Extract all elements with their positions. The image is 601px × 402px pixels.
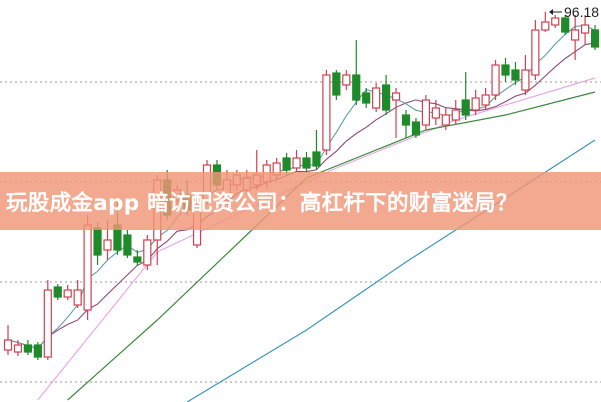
candle-up: [551, 17, 560, 26]
candle-up: [73, 289, 82, 306]
candle-up: [13, 344, 23, 353]
candle-up: [451, 109, 460, 121]
title-banner: 玩股成金app 暗访配资公司：高杠杆下的财富迷局？: [0, 172, 601, 230]
candle-down: [53, 286, 62, 298]
candle-down: [332, 72, 341, 96]
candle-up: [541, 21, 550, 31]
candle-down: [501, 64, 510, 76]
candle-up: [103, 239, 112, 251]
candle-down: [352, 74, 361, 101]
candle-up: [431, 107, 440, 119]
candle-up: [571, 29, 580, 41]
candle-up: [491, 64, 500, 96]
article-title: 玩股成金app 暗访配资公司：高杠杆下的财富迷局？: [6, 190, 518, 216]
candle-up: [83, 224, 92, 311]
candle-up: [531, 29, 540, 76]
candle-up: [471, 97, 480, 111]
candle-down: [33, 344, 42, 358]
candle-up: [421, 99, 430, 126]
candle-down: [590, 29, 600, 48]
candle-up: [481, 94, 490, 106]
candle-up: [441, 114, 450, 126]
ma-line-green: [67, 91, 596, 401]
candle-down: [123, 234, 132, 256]
candle-down: [282, 157, 291, 171]
candle-down: [302, 157, 311, 169]
candle-up: [3, 339, 13, 351]
candle-up: [63, 289, 72, 298]
candle-down: [561, 17, 570, 33]
candle-up: [43, 289, 52, 358]
max-arrow-icon: [549, 9, 553, 15]
candle-up: [391, 92, 401, 101]
candle-up: [143, 239, 152, 266]
candle-down: [401, 114, 411, 126]
candle-down: [411, 121, 421, 136]
candle-down: [382, 84, 391, 111]
candle-up: [521, 69, 530, 91]
candle-up: [342, 74, 351, 86]
candle-up: [580, 24, 590, 34]
candle-up: [372, 87, 381, 109]
candle-down: [93, 227, 102, 256]
candle-down: [133, 256, 142, 263]
candle-up: [292, 157, 301, 169]
candle-down: [312, 151, 321, 167]
candle-up: [322, 74, 331, 151]
ma-line-ma10: [7, 42, 596, 350]
candle-down: [362, 92, 371, 104]
candle-down: [23, 344, 32, 353]
max-price-label: 96.18: [564, 4, 599, 20]
candle-down: [461, 99, 470, 116]
candle-down: [511, 69, 520, 81]
